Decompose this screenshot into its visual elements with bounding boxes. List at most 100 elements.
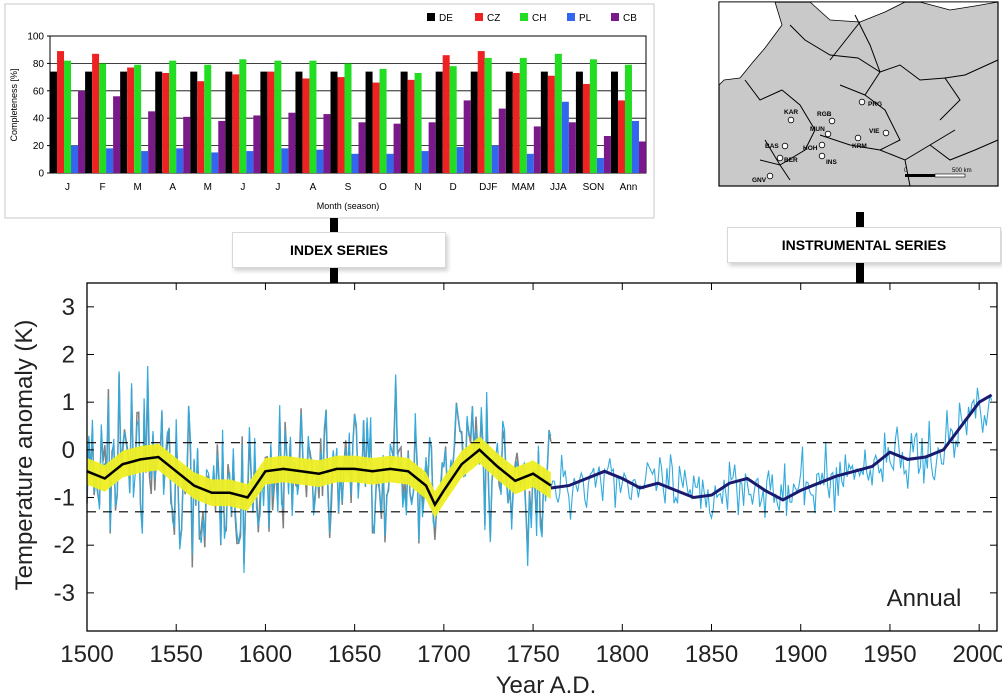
map-border	[904, 159, 911, 187]
bar-cb-3	[183, 116, 191, 173]
bar-de-16	[610, 71, 618, 173]
temp-xtick-label: 1800	[596, 641, 649, 668]
map-sea-northwest	[718, 1, 783, 86]
bar-cz-14	[547, 75, 555, 173]
legend-label-cz: CZ	[487, 13, 500, 24]
bar-ytick-label: 20	[33, 141, 45, 152]
bar-de-1	[85, 71, 93, 173]
map-scale-start: 0	[904, 168, 908, 174]
station-label: VIE	[869, 128, 880, 135]
bar-de-0	[50, 71, 58, 173]
station-label: INS	[826, 159, 838, 166]
bar-category-label: D	[450, 182, 457, 193]
bar-category-label: JJA	[550, 182, 567, 193]
bar-ch-10	[414, 72, 422, 173]
index-series-callout: INDEX SERIES	[232, 232, 446, 268]
bar-de-7	[295, 71, 303, 173]
bar-category-label: N	[415, 182, 422, 193]
bar-ylabel: Completeness [%]	[9, 68, 19, 141]
temp-xtick-label: 1600	[239, 641, 292, 668]
station-marker	[882, 129, 890, 137]
bar-cb-7	[323, 114, 331, 173]
bar-cz-8	[337, 77, 345, 173]
bar-category-label: J	[240, 182, 245, 193]
bar-pl-1	[106, 148, 114, 173]
map-border	[854, 14, 881, 73]
bar-de-8	[330, 71, 338, 173]
bar-pl-16	[631, 120, 639, 173]
bar-pl-12	[491, 145, 499, 173]
bar-cz-0	[57, 51, 65, 173]
legend-swatch-ch	[520, 13, 528, 21]
bar-de-6	[260, 71, 268, 173]
bar-cb-15	[603, 136, 611, 173]
legend-swatch-cb	[611, 13, 619, 21]
map-border	[819, 129, 956, 161]
map-border	[839, 84, 866, 96]
bar-pl-3	[176, 148, 184, 173]
bar-ch-6	[274, 60, 282, 173]
bar-pl-0	[71, 145, 79, 173]
bar-cz-9	[372, 82, 380, 173]
legend-label-pl: PL	[579, 13, 592, 24]
bar-ch-15	[589, 59, 597, 173]
bar-ch-11	[449, 66, 457, 173]
bar-category-label: Ann	[620, 182, 638, 193]
bar-cz-6	[267, 71, 275, 173]
bar-cz-10	[407, 79, 415, 173]
bar-pl-4	[211, 152, 219, 173]
bar-ytick-label: 40	[33, 114, 45, 125]
index-smoothed-line	[86, 448, 552, 508]
station-label: PRG	[868, 101, 882, 108]
bar-cz-11	[442, 55, 450, 173]
bar-pl-14	[561, 101, 569, 173]
bar-pl-5	[246, 151, 254, 173]
instrumental-series	[550, 387, 993, 521]
bar-pl-9	[386, 153, 394, 173]
bar-cz-15	[582, 83, 590, 173]
instrumental-smoothed-line	[550, 393, 993, 502]
station-marker	[828, 117, 836, 125]
temp-ytick-label: 0	[62, 437, 75, 464]
bar-xlabel: Month (season)	[317, 201, 380, 211]
station-label: KAR	[784, 109, 798, 116]
temp-ytick-label: 3	[62, 294, 75, 321]
instrumental-series-label: INSTRUMENTAL SERIES	[781, 237, 947, 253]
station-label: RGB	[817, 111, 832, 118]
station-marker	[787, 116, 795, 124]
bar-cb-8	[358, 122, 366, 173]
bar-ch-8	[344, 63, 352, 173]
bar-to-callout-connector	[330, 218, 338, 232]
bar-category-label: M	[133, 182, 141, 193]
station-marker	[858, 98, 866, 106]
temp-xtick-label: 2000	[952, 641, 1002, 668]
europe-map: KAR RGB PRG MUN HOH BAS VIE KRM INS BER GNV 0 500 km	[718, 1, 999, 187]
bar-de-9	[365, 71, 373, 173]
bar-ch-3	[169, 60, 177, 173]
bar-de-12	[470, 71, 478, 173]
station-marker	[766, 172, 774, 180]
station-marker	[818, 141, 826, 149]
bar-de-15	[575, 71, 583, 173]
bar-pl-6	[281, 148, 289, 173]
bar-pl-7	[316, 149, 324, 173]
bar-pl-2	[141, 151, 149, 173]
bar-cb-0	[78, 90, 86, 173]
temp-xtick-label: 1900	[774, 641, 827, 668]
instrumental-series-callout: INSTRUMENTAL SERIES	[727, 227, 1001, 263]
legend-swatch-de	[427, 13, 435, 21]
bar-de-3	[155, 71, 163, 173]
bar-ch-13	[519, 57, 527, 173]
legend-label-ch: CH	[532, 13, 546, 24]
map-scale-bar	[905, 174, 935, 177]
bar-ch-9	[379, 68, 387, 173]
map-border	[759, 89, 816, 166]
temp-xtick-label: 1550	[150, 641, 203, 668]
temp-plot-frame	[86, 282, 998, 632]
bar-ch-7	[309, 60, 317, 173]
map-scale-end: 500 km	[952, 168, 972, 174]
bar-category-label: SON	[583, 182, 605, 193]
bar-cb-11	[463, 100, 471, 173]
index-uncertainty-band	[87, 436, 551, 518]
temp-ylabel: Temperature anomaly (K)	[11, 320, 38, 591]
